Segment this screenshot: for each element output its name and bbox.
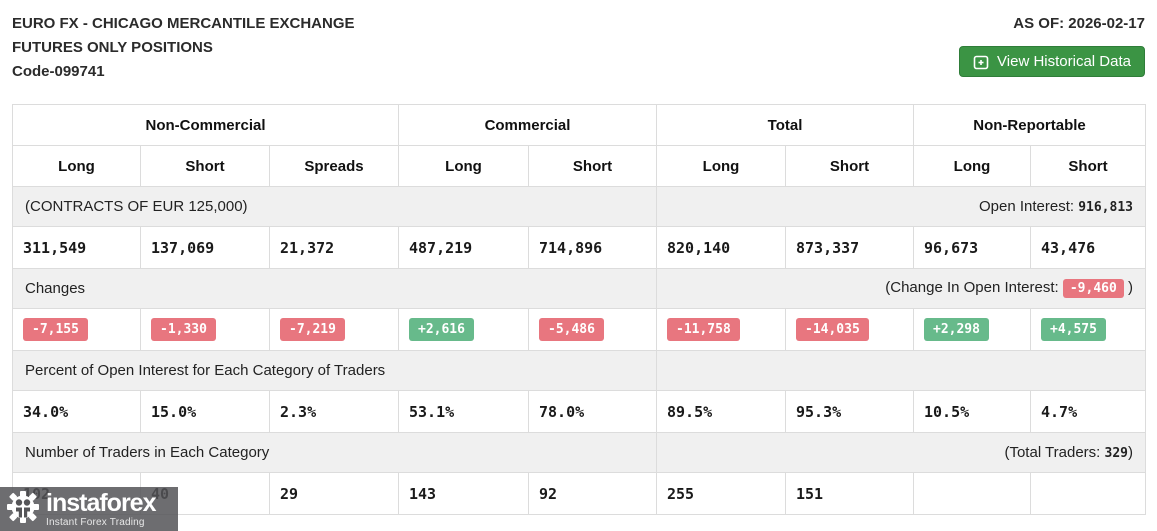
open-interest-label: Open Interest: xyxy=(978,198,1079,215)
change-badge: -7,219 xyxy=(280,318,345,341)
total-traders-suffix: ) xyxy=(1128,444,1133,461)
change-cell: -11,758 xyxy=(656,308,786,351)
group-non-commercial: Non-Commercial xyxy=(12,104,399,146)
change-cell: +4,575 xyxy=(1030,308,1146,351)
percent-cell: 4.7% xyxy=(1030,390,1146,433)
percent-band-empty xyxy=(656,350,1146,391)
traders-cell xyxy=(1030,472,1146,515)
traders-cell: 40 xyxy=(140,472,270,515)
traders-cell xyxy=(913,472,1031,515)
change-cell: -5,486 xyxy=(528,308,657,351)
change-cell: +2,616 xyxy=(398,308,529,351)
percent-cell: 53.1% xyxy=(398,390,529,433)
total-traders-value: 329 xyxy=(1104,446,1128,461)
position-cell: 96,673 xyxy=(913,226,1031,269)
col-t-long: Long xyxy=(656,145,786,187)
position-cell: 21,372 xyxy=(269,226,399,269)
col-nc-long: Long xyxy=(12,145,141,187)
report-code: Code-099741 xyxy=(12,63,105,80)
percent-band-row: Percent of Open Interest for Each Catego… xyxy=(12,350,1146,391)
col-nr-long: Long xyxy=(913,145,1031,187)
percent-cell: 95.3% xyxy=(785,390,914,433)
group-header-row: Non-Commercial Commercial Total Non-Repo… xyxy=(12,104,1146,146)
position-cell: 487,219 xyxy=(398,226,529,269)
position-cell: 820,140 xyxy=(656,226,786,269)
change-oi-prefix: (Change In Open Interest: xyxy=(885,279,1063,296)
header: EURO FX - CHICAGO MERCANTILE EXCHANGE FU… xyxy=(12,12,1145,84)
change-badge: -11,758 xyxy=(667,318,740,341)
group-commercial: Commercial xyxy=(398,104,657,146)
col-t-short: Short xyxy=(785,145,914,187)
traders-cell: 151 xyxy=(785,472,914,515)
position-cell: 873,337 xyxy=(785,226,914,269)
change-badge: +2,616 xyxy=(409,318,474,341)
change-cell: -7,219 xyxy=(269,308,399,351)
traders-row: 102 40 29 143 92 255 151 xyxy=(12,472,1146,515)
change-badge: +4,575 xyxy=(1041,318,1106,341)
open-interest-value: 916,813 xyxy=(1078,200,1133,215)
percent-cell: 15.0% xyxy=(140,390,270,433)
view-historical-data-label: View Historical Data xyxy=(997,53,1131,70)
col-c-short: Short xyxy=(528,145,657,187)
as-of-date: AS OF: 2026-02-17 xyxy=(1013,15,1145,32)
position-cell: 43,476 xyxy=(1030,226,1146,269)
change-badge: -7,155 xyxy=(23,318,88,341)
percent-label: Percent of Open Interest for Each Catego… xyxy=(12,350,657,391)
positions-row: 311,549 137,069 21,372 487,219 714,896 8… xyxy=(12,226,1146,269)
view-historical-data-button[interactable]: View Historical Data xyxy=(959,46,1145,77)
traders-cell: 102 xyxy=(12,472,141,515)
traders-cell: 255 xyxy=(656,472,786,515)
position-cell: 311,549 xyxy=(12,226,141,269)
percent-cell: 34.0% xyxy=(12,390,141,433)
traders-cell: 143 xyxy=(398,472,529,515)
change-badge: +2,298 xyxy=(924,318,989,341)
position-cell: 137,069 xyxy=(140,226,270,269)
change-badge: -1,330 xyxy=(151,318,216,341)
traders-band-row: Number of Traders in Each Category (Tota… xyxy=(12,432,1146,473)
column-header-row: Long Short Spreads Long Short Long Short… xyxy=(12,145,1146,187)
change-cell: -1,330 xyxy=(140,308,270,351)
percent-cell: 10.5% xyxy=(913,390,1031,433)
cot-table: Non-Commercial Commercial Total Non-Repo… xyxy=(12,104,1146,515)
change-oi-cell: (Change In Open Interest: -9,460 ) xyxy=(656,268,1146,309)
change-cell: -14,035 xyxy=(785,308,914,351)
traders-cell: 29 xyxy=(269,472,399,515)
open-interest-cell: Open Interest: 916,813 xyxy=(656,186,1146,227)
changes-band-row: Changes (Change In Open Interest: -9,460… xyxy=(12,268,1146,309)
header-right: AS OF: 2026-02-17 View Historical Data xyxy=(959,12,1145,84)
change-oi-suffix: ) xyxy=(1123,279,1133,296)
change-badge: -14,035 xyxy=(796,318,869,341)
contracts-band-row: (CONTRACTS OF EUR 125,000) Open Interest… xyxy=(12,186,1146,227)
calendar-plus-icon xyxy=(973,54,989,70)
traders-cell: 92 xyxy=(528,472,657,515)
changes-row: -7,155 -1,330 -7,219 +2,616 -5,486 -11,7… xyxy=(12,308,1146,351)
group-non-reportable: Non-Reportable xyxy=(913,104,1146,146)
report-titles: EURO FX - CHICAGO MERCANTILE EXCHANGE FU… xyxy=(12,12,355,84)
percent-row: 34.0% 15.0% 2.3% 53.1% 78.0% 89.5% 95.3%… xyxy=(12,390,1146,433)
percent-cell: 89.5% xyxy=(656,390,786,433)
report-title: EURO FX - CHICAGO MERCANTILE EXCHANGE xyxy=(12,15,355,32)
percent-cell: 2.3% xyxy=(269,390,399,433)
traders-label: Number of Traders in Each Category xyxy=(12,432,657,473)
col-nc-short: Short xyxy=(140,145,270,187)
col-nr-short: Short xyxy=(1030,145,1146,187)
change-cell: +2,298 xyxy=(913,308,1031,351)
report-subtitle: FUTURES ONLY POSITIONS xyxy=(12,39,213,56)
col-c-long: Long xyxy=(398,145,529,187)
changes-label: Changes xyxy=(12,268,657,309)
total-traders-prefix: (Total Traders: xyxy=(1004,444,1105,461)
contracts-label: (CONTRACTS OF EUR 125,000) xyxy=(12,186,657,227)
total-traders-cell: (Total Traders: 329) xyxy=(656,432,1146,473)
position-cell: 714,896 xyxy=(528,226,657,269)
change-cell: -7,155 xyxy=(12,308,141,351)
col-nc-spreads: Spreads xyxy=(269,145,399,187)
change-badge: -5,486 xyxy=(539,318,604,341)
change-oi-badge: -9,460 xyxy=(1062,279,1124,298)
group-total: Total xyxy=(656,104,914,146)
instaforex-tagline: Instant Forex Trading xyxy=(46,516,145,528)
percent-cell: 78.0% xyxy=(528,390,657,433)
